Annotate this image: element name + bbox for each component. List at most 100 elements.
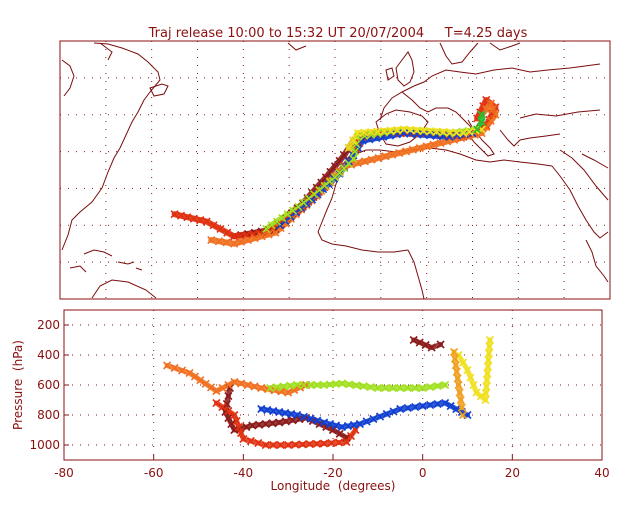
pressure-track-5-cross-17 bbox=[381, 383, 390, 393]
pressure-track-0-cross-16 bbox=[295, 415, 304, 424]
pressure-track-3-cross-7 bbox=[206, 383, 216, 392]
x-tick-label-0: -80 bbox=[54, 466, 74, 480]
pressure-track-0-cross-22 bbox=[335, 429, 344, 438]
map-track-1-cross-3 bbox=[189, 214, 198, 223]
pressure-track-0-cross-10 bbox=[254, 420, 264, 429]
pressure-track-5-cross-14 bbox=[359, 382, 368, 391]
pressure-track-4-cross-22 bbox=[396, 404, 405, 414]
map-track-5-cross-4 bbox=[366, 128, 376, 137]
pressure-track-2-cross-17 bbox=[312, 439, 321, 448]
map-track-1-cross-0 bbox=[170, 210, 179, 219]
map-track-4-cross-3 bbox=[278, 213, 287, 222]
map-track-5-cross-16 bbox=[446, 128, 455, 137]
pressure-track-2-cross-20 bbox=[334, 438, 344, 447]
pressure-track-4-cross-8 bbox=[306, 414, 315, 423]
pressure-track-2-cross-0 bbox=[212, 398, 221, 408]
map-track-6-cross-1 bbox=[477, 118, 486, 127]
coastlines bbox=[61, 42, 609, 300]
pressure-track-3-cross-14 bbox=[250, 382, 259, 391]
map-track-5-cross-5 bbox=[373, 127, 382, 136]
pressure-track-1-cross-4 bbox=[436, 340, 445, 349]
pressure-track-6-cross-12 bbox=[483, 362, 492, 371]
pressure-track-3-cross-9 bbox=[218, 383, 227, 393]
pressure-track-0-cross-21 bbox=[328, 425, 338, 435]
pressure-track-5-cross-2 bbox=[279, 382, 288, 391]
pressure-track-2-cross-23 bbox=[351, 425, 360, 435]
pressure-track-5-cross-20 bbox=[403, 383, 412, 393]
pressure-track-7-cross-9 bbox=[458, 410, 468, 420]
pressure-track-2-cross-11 bbox=[269, 440, 278, 450]
map-track-1-cross-6 bbox=[209, 221, 218, 230]
pressure-track-5-cross-16 bbox=[373, 383, 382, 393]
pressure-track-4-cross-28 bbox=[441, 398, 450, 408]
pressure-track-5-cross-5 bbox=[299, 380, 308, 390]
map-track-5-cross-2 bbox=[353, 129, 362, 138]
pressure-track-5-cross-12 bbox=[345, 380, 354, 389]
pressure-track-4-cross-21 bbox=[389, 407, 398, 416]
map-track-6-cross-2 bbox=[477, 110, 486, 119]
pressure-track-7-cross-6 bbox=[455, 388, 464, 397]
pressure-track-2-cross-3 bbox=[230, 410, 239, 420]
pressure-track-3-cross-19 bbox=[284, 388, 293, 397]
pressure-track-4-cross-29 bbox=[446, 401, 455, 411]
pressure-track-4-cross-18 bbox=[369, 414, 378, 424]
map-track-5-cross-0 bbox=[344, 143, 353, 152]
map-track-2-cross-31 bbox=[395, 148, 404, 158]
pressure-track-7-cross-8 bbox=[457, 403, 466, 412]
pressure-track-7-cross-0 bbox=[449, 347, 459, 357]
pressure-track-2-cross-18 bbox=[319, 439, 329, 448]
map-track-5-cross-18 bbox=[459, 129, 468, 138]
pressure-track-3-cross-8 bbox=[212, 386, 221, 396]
x-tick-label-5: 20 bbox=[505, 466, 520, 480]
map-track-2-cross-32 bbox=[401, 147, 411, 156]
pressure-track-4-cross-20 bbox=[382, 409, 391, 419]
map-track-1-cross-2 bbox=[183, 213, 192, 222]
pressure-track-5-cross-23 bbox=[426, 382, 435, 392]
map-track-4-cross-0 bbox=[262, 224, 271, 234]
trajectory-crosses bbox=[170, 95, 500, 248]
pressure-track-2 bbox=[213, 400, 358, 448]
pressure-track-2-cross-10 bbox=[261, 440, 270, 450]
map-track-5-cross-9 bbox=[399, 125, 408, 134]
map-track-2-cross-2 bbox=[222, 238, 231, 247]
pressure-track-3-cross-1 bbox=[170, 363, 179, 373]
pressure-track-4-cross-19 bbox=[376, 412, 385, 421]
pressure-crosses bbox=[163, 335, 494, 450]
y-tick-label-0: 200 bbox=[37, 318, 60, 332]
pressure-track-3-cross-5 bbox=[196, 376, 205, 385]
y-axis-label: Pressure (hPa) bbox=[11, 340, 25, 430]
x-tick-label-4: 0 bbox=[419, 466, 427, 480]
map-track-5-cross-15 bbox=[439, 127, 448, 136]
pressure-track-5-cross-0 bbox=[266, 383, 275, 393]
map-track-5-cross-19 bbox=[465, 127, 474, 136]
pressure-track-7-cross-1 bbox=[450, 354, 460, 363]
pressure-track-3-cross-6 bbox=[201, 379, 210, 388]
map-track-1-cross-8 bbox=[223, 228, 232, 237]
map-track-5-cross-11 bbox=[412, 126, 422, 135]
pressure-track-3-cross-12 bbox=[237, 379, 246, 388]
pressure-track-5-cross-19 bbox=[396, 383, 405, 393]
pressure-track-4-cross-10 bbox=[319, 418, 329, 427]
pressure-track-4-cross-24 bbox=[411, 402, 420, 412]
pressure-track-5-cross-3 bbox=[286, 381, 295, 390]
pressure-track-2-cross-1 bbox=[218, 402, 227, 412]
pressure-track-3-cross-15 bbox=[257, 383, 266, 393]
pressure-track-1-cross-3 bbox=[427, 343, 436, 352]
pressure-track-5-cross-22 bbox=[418, 383, 427, 393]
pressure-track-3-cross-4 bbox=[190, 372, 199, 381]
map-track-1-cross-1 bbox=[176, 211, 186, 220]
pressure-track-4-cross-26 bbox=[426, 400, 435, 410]
pressure-track-2-cross-13 bbox=[284, 440, 293, 450]
y-tick-label-2: 600 bbox=[37, 378, 60, 392]
map-track-2-cross-6 bbox=[250, 234, 259, 243]
pressure-track-4-cross-30 bbox=[452, 404, 461, 414]
pressure-track-0-cross-6 bbox=[230, 425, 239, 435]
map-track-4-cross-5 bbox=[288, 206, 298, 215]
pressure-track-3-cross-10 bbox=[224, 380, 233, 390]
map-track-2-cross-33 bbox=[408, 145, 417, 154]
map-track-5-cross-17 bbox=[452, 128, 461, 137]
y-tick-label-3: 800 bbox=[37, 408, 60, 422]
pressure-track-7-cross-2 bbox=[451, 361, 460, 370]
map-track-2-cross-30 bbox=[388, 150, 397, 159]
